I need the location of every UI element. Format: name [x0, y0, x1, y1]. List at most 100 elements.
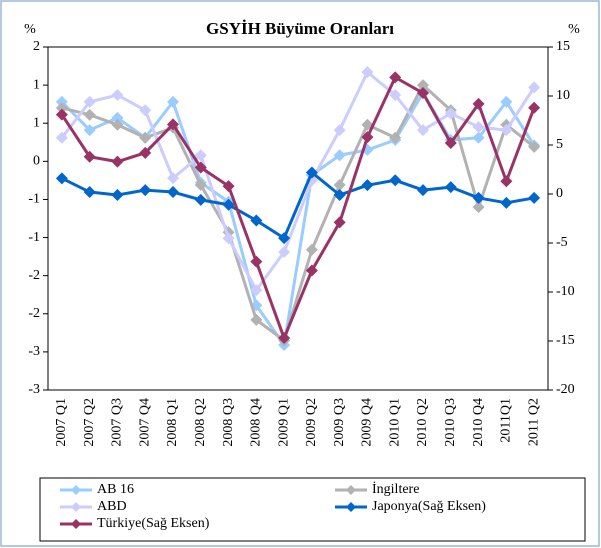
marker: [83, 186, 96, 199]
marker: [55, 131, 68, 144]
marker: [167, 95, 179, 108]
y-tick-label: -3: [28, 382, 40, 397]
marker: [167, 118, 179, 131]
x-tick-label: 2010 Q2: [415, 398, 430, 447]
marker: [194, 161, 207, 174]
marker: [83, 124, 96, 137]
marker: [444, 181, 457, 194]
x-tick-label: 2007 Q2: [82, 398, 97, 447]
plot-area: [47, 46, 549, 391]
y-axis-label: %: [24, 22, 36, 37]
marker: [444, 107, 457, 120]
y2-tick-label: 5: [556, 137, 563, 152]
legend-label: Türkiye(Sağ Eksen): [97, 516, 210, 531]
y-tick-label: 2: [33, 39, 40, 54]
marker: [139, 104, 152, 117]
marker: [278, 232, 291, 245]
marker: [500, 95, 513, 108]
legend-label: Japonya(Sağ Eksen): [372, 499, 486, 514]
marker: [333, 124, 346, 137]
y-tick-label: -2: [28, 306, 40, 321]
marker: [389, 131, 402, 144]
marker: [55, 101, 68, 114]
marker: [500, 196, 513, 209]
marker: [83, 150, 96, 163]
marker: [111, 155, 124, 168]
marker: [361, 131, 374, 144]
marker: [250, 284, 263, 297]
marker: [333, 149, 346, 162]
chart-title: GSYİH Büyüme Oranları: [206, 19, 394, 38]
marker: [55, 108, 68, 121]
x-tick-label: 2010 Q1: [387, 398, 402, 447]
legend-label: ABD: [97, 499, 127, 514]
marker: [194, 178, 207, 191]
marker: [250, 313, 263, 326]
x-tick-label: 2007 Q3: [110, 398, 125, 447]
x-tick-label: 2009 Q4: [360, 398, 375, 447]
marker: [528, 140, 541, 153]
marker: [472, 191, 485, 204]
marker: [472, 131, 485, 144]
legend-marker: [71, 502, 81, 512]
y-tick-label: 1: [33, 115, 40, 130]
marker: [417, 184, 429, 197]
marker: [83, 95, 96, 108]
marker: [111, 188, 124, 201]
x-tick-label: 2008 Q1: [165, 398, 180, 447]
marker: [305, 166, 318, 179]
marker: [111, 89, 124, 102]
legend-marker: [71, 485, 81, 495]
marker: [444, 137, 457, 150]
marker: [278, 332, 291, 345]
marker: [333, 216, 346, 229]
series-line: [60, 70, 536, 292]
marker: [305, 243, 318, 256]
marker: [250, 299, 263, 312]
marker: [278, 246, 291, 259]
marker: [333, 178, 346, 191]
y2-tick-label: -20: [556, 382, 575, 397]
marker: [472, 121, 485, 134]
y-tick-label: -2: [28, 268, 40, 283]
legend: [39, 477, 586, 542]
marker: [111, 111, 124, 124]
marker: [222, 180, 235, 193]
marker: [55, 172, 68, 185]
series-line: [60, 75, 536, 340]
x-tick-label: 2009 Q2: [304, 398, 319, 447]
x-tick-label: 2007 Q1: [54, 398, 69, 447]
marker: [55, 95, 68, 108]
marker: [500, 124, 513, 137]
legend-label: AB 16: [97, 482, 134, 497]
marker: [139, 184, 152, 197]
marker: [194, 193, 207, 206]
legend-label: İngiltere: [372, 481, 419, 497]
x-tick-label: 2009 Q1: [276, 398, 291, 447]
y-tick-label: -1: [28, 230, 40, 245]
marker: [250, 214, 263, 227]
marker: [139, 146, 152, 159]
x-tick-label: 2010 Q3: [443, 398, 458, 447]
y-tick-label: 0: [33, 154, 40, 169]
marker: [167, 186, 179, 199]
marker: [139, 131, 152, 144]
marker: [361, 179, 374, 192]
x-tick-label: 2011Q1: [499, 398, 514, 443]
x-tick-label: 2011 Q2: [526, 398, 541, 446]
marker: [305, 264, 318, 277]
x-tick-label: 2009 Q3: [332, 398, 347, 447]
marker: [528, 191, 541, 204]
y2-tick-label: 10: [556, 88, 570, 103]
y2-tick-label: -15: [556, 333, 575, 348]
y-tick-label: -3: [28, 344, 40, 359]
marker: [222, 232, 235, 245]
marker: [389, 71, 402, 84]
y-tick-label: 1: [33, 77, 40, 92]
marker: [361, 66, 374, 79]
marker: [417, 79, 429, 92]
y2-axis-label: %: [568, 22, 580, 37]
marker: [83, 108, 96, 121]
